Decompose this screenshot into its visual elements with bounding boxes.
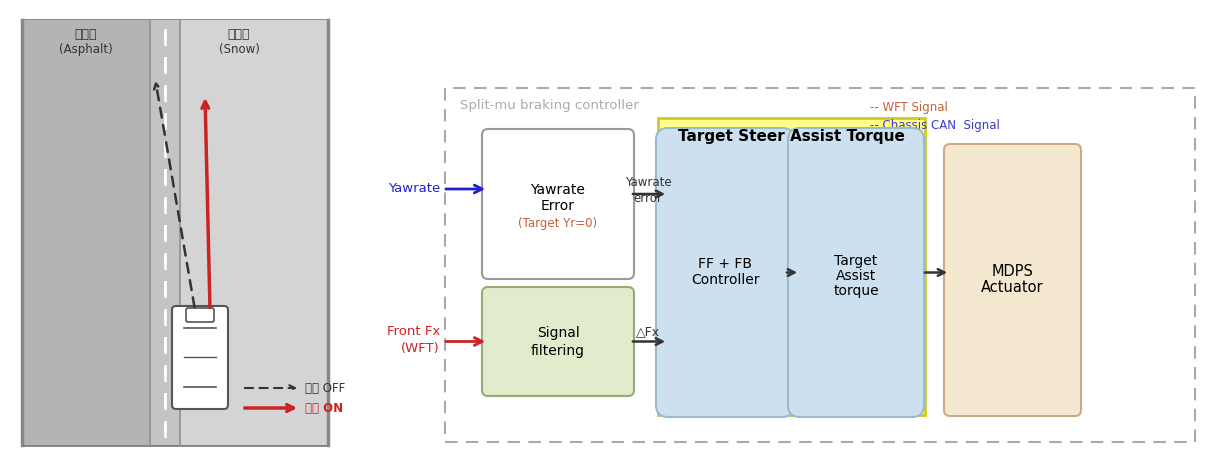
Bar (22, 20, 152, 445)
Text: (Target Yr=0): (Target Yr=0) (519, 218, 598, 230)
Text: (Asphalt): (Asphalt) (60, 44, 113, 56)
Text: Error: Error (541, 199, 575, 213)
Bar (22, 20, 328, 445)
Text: MDPS: MDPS (991, 264, 1033, 280)
Text: error: error (633, 192, 663, 206)
Text: -- WFT Signal: -- WFT Signal (870, 101, 948, 114)
Text: 제어 ON: 제어 ON (304, 402, 343, 414)
Text: Actuator: Actuator (982, 280, 1044, 296)
Text: (WFT): (WFT) (401, 342, 440, 355)
Text: Yawrate: Yawrate (531, 183, 586, 197)
Text: Yawrate: Yawrate (625, 177, 671, 190)
Text: Target: Target (834, 253, 878, 268)
FancyBboxPatch shape (172, 306, 228, 409)
FancyBboxPatch shape (658, 118, 924, 415)
Text: 저마찰: 저마찰 (228, 28, 250, 41)
FancyBboxPatch shape (186, 308, 214, 322)
FancyBboxPatch shape (944, 144, 1082, 416)
Text: Target Steer Assist Torque: Target Steer Assist Torque (678, 129, 905, 144)
Text: -- Chassis CAN  Signal: -- Chassis CAN Signal (870, 119, 1000, 133)
Text: △Fx: △Fx (636, 325, 660, 338)
Text: Signal: Signal (537, 326, 580, 341)
Text: 제어 OFF: 제어 OFF (304, 381, 345, 394)
Text: FF + FB: FF + FB (698, 257, 752, 272)
FancyBboxPatch shape (482, 287, 635, 396)
Text: Front Fx: Front Fx (387, 325, 440, 338)
FancyBboxPatch shape (657, 128, 794, 417)
Text: Assist: Assist (836, 269, 876, 282)
Bar (150, 20, 180, 445)
Text: 고마찰: 고마찰 (74, 28, 97, 41)
Text: Split-mu braking controller: Split-mu braking controller (460, 100, 638, 112)
Text: torque: torque (833, 284, 879, 297)
FancyBboxPatch shape (788, 128, 924, 417)
Text: (Snow): (Snow) (218, 44, 259, 56)
Text: filtering: filtering (531, 343, 585, 358)
FancyBboxPatch shape (482, 129, 635, 279)
Text: Controller: Controller (691, 274, 759, 287)
Bar (177, 20, 328, 445)
Text: Yawrate: Yawrate (387, 183, 440, 196)
